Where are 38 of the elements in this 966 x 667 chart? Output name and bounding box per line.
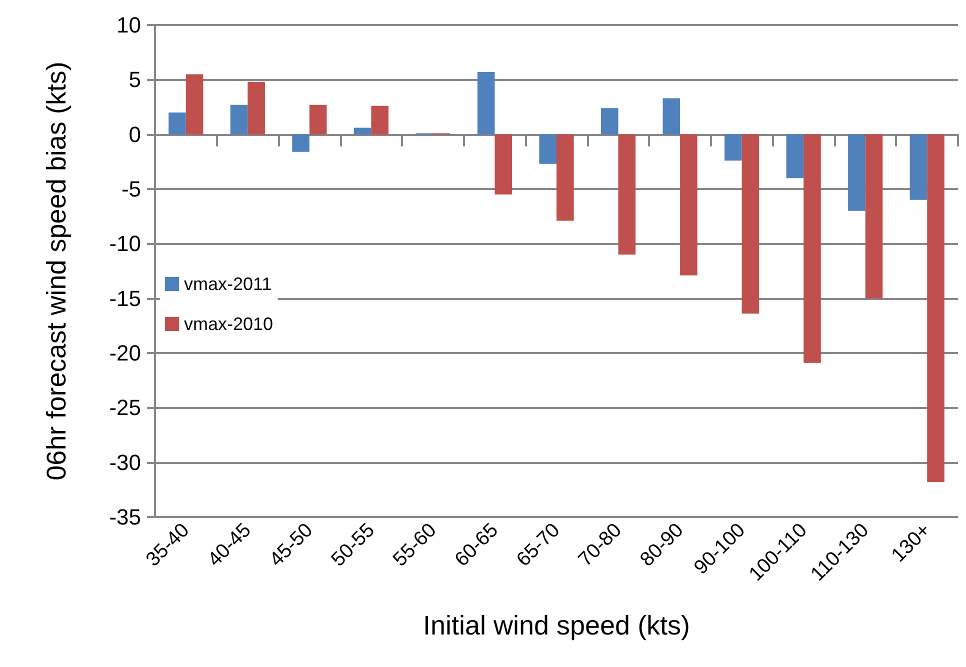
bar bbox=[600, 108, 618, 134]
y-tick-label: -30 bbox=[109, 450, 141, 475]
bar bbox=[680, 134, 698, 276]
bar bbox=[662, 98, 680, 134]
y-tick-label: 10 bbox=[116, 12, 141, 38]
bar bbox=[354, 128, 372, 134]
bar bbox=[371, 106, 388, 134]
bar bbox=[168, 112, 186, 134]
y-tick-label: -10 bbox=[109, 231, 141, 256]
bar bbox=[618, 134, 636, 255]
y-tick-label: -35 bbox=[109, 504, 141, 530]
legend-label: vmax-2011 bbox=[184, 274, 272, 294]
bar bbox=[248, 82, 265, 134]
bar bbox=[786, 134, 804, 178]
bar bbox=[186, 74, 204, 134]
legend-label: vmax-2010 bbox=[184, 314, 274, 334]
bar bbox=[556, 134, 574, 221]
bar bbox=[230, 104, 248, 134]
bar bbox=[804, 134, 821, 363]
y-tick-label: -15 bbox=[109, 286, 141, 311]
bar bbox=[927, 134, 944, 482]
bar bbox=[309, 104, 327, 134]
bar bbox=[848, 134, 866, 211]
bar bbox=[865, 134, 883, 298]
bar bbox=[910, 134, 928, 200]
y-tick-label: -5 bbox=[121, 176, 141, 202]
y-axis-title: 06hr forecast wind speed bias (kts) bbox=[42, 62, 72, 480]
bar bbox=[539, 134, 556, 164]
y-tick-label: 0 bbox=[128, 122, 141, 147]
bar bbox=[477, 72, 495, 134]
x-axis-title: Initial wind speed (kts) bbox=[422, 610, 690, 640]
bar bbox=[494, 134, 512, 194]
bar bbox=[292, 134, 310, 152]
y-tick-label: -20 bbox=[109, 340, 141, 366]
y-tick-label: 5 bbox=[128, 67, 141, 92]
bar bbox=[742, 134, 760, 314]
bar bbox=[724, 134, 742, 161]
y-tick-label: -25 bbox=[109, 395, 141, 420]
